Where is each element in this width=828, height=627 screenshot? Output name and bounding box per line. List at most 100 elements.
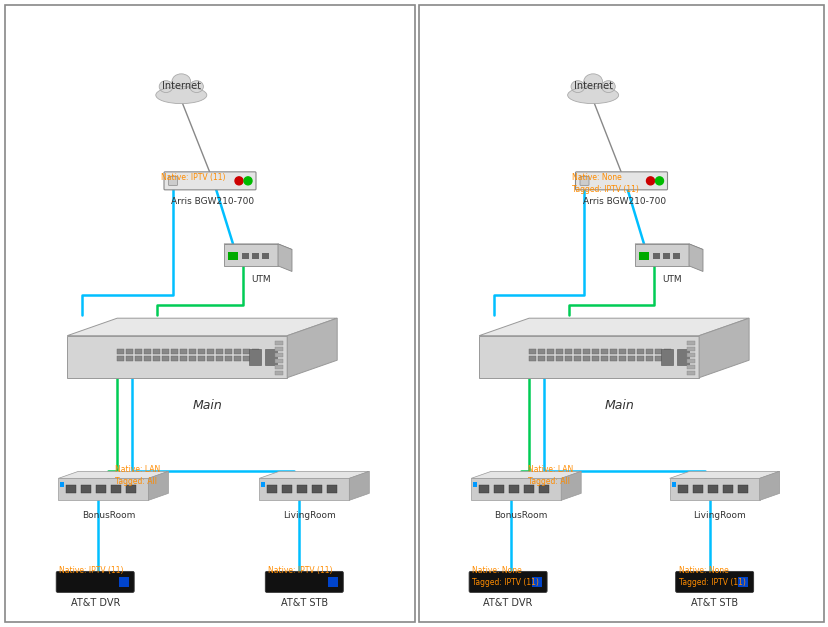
Polygon shape	[277, 244, 291, 271]
Bar	[582, 349, 590, 354]
Polygon shape	[259, 478, 349, 500]
Bar	[117, 356, 124, 361]
Bar	[126, 485, 137, 493]
Bar	[261, 482, 265, 487]
Ellipse shape	[570, 81, 584, 93]
Polygon shape	[58, 478, 148, 500]
Bar	[574, 349, 580, 354]
Text: Native: LAN
Tagged: All: Native: LAN Tagged: All	[115, 465, 161, 486]
Bar	[638, 252, 648, 260]
Polygon shape	[349, 472, 368, 500]
Bar	[135, 349, 142, 354]
Bar	[234, 356, 241, 361]
Bar	[275, 353, 283, 357]
FancyBboxPatch shape	[164, 172, 256, 190]
Polygon shape	[67, 335, 286, 377]
Bar	[252, 356, 259, 361]
Bar	[645, 356, 652, 361]
Bar	[600, 356, 608, 361]
Bar	[645, 349, 652, 354]
Bar	[96, 485, 106, 493]
Bar	[60, 482, 65, 487]
Bar	[418, 5, 823, 622]
Ellipse shape	[567, 87, 618, 103]
FancyBboxPatch shape	[56, 571, 134, 593]
Bar	[556, 349, 562, 354]
Bar	[686, 365, 694, 369]
Bar	[479, 485, 489, 493]
Text: AT&T STB: AT&T STB	[691, 598, 737, 608]
Bar	[243, 349, 250, 354]
Polygon shape	[669, 472, 778, 478]
Bar	[297, 485, 307, 493]
Bar	[663, 356, 671, 361]
Polygon shape	[479, 335, 698, 377]
Polygon shape	[634, 244, 702, 250]
Text: UTM: UTM	[251, 275, 271, 284]
Circle shape	[234, 177, 243, 185]
Text: UTM: UTM	[662, 275, 681, 284]
Bar	[111, 485, 121, 493]
Ellipse shape	[168, 85, 181, 95]
Bar	[737, 577, 747, 587]
Bar	[249, 349, 261, 365]
Polygon shape	[758, 472, 778, 500]
FancyBboxPatch shape	[469, 571, 546, 593]
Bar	[275, 359, 283, 362]
Text: LivingRoom: LivingRoom	[692, 512, 745, 520]
Bar	[126, 349, 133, 354]
Bar	[565, 349, 571, 354]
Polygon shape	[224, 244, 277, 266]
Bar	[737, 485, 747, 493]
Bar	[126, 356, 133, 361]
Polygon shape	[259, 472, 368, 478]
Text: Arris BGW210-700: Arris BGW210-700	[582, 197, 665, 206]
Bar	[81, 485, 91, 493]
Polygon shape	[286, 318, 337, 377]
FancyBboxPatch shape	[575, 172, 667, 190]
Text: Main: Main	[192, 399, 222, 412]
Bar	[637, 356, 643, 361]
Bar	[663, 349, 671, 354]
Ellipse shape	[171, 74, 190, 89]
Bar	[267, 485, 277, 493]
Bar	[312, 485, 322, 493]
Text: LivingRoom: LivingRoom	[282, 512, 335, 520]
Ellipse shape	[190, 81, 203, 93]
Bar	[654, 349, 662, 354]
Bar	[118, 577, 128, 587]
Text: Native: None
Tagged: IPTV (11): Native: None Tagged: IPTV (11)	[572, 173, 638, 194]
Bar	[225, 356, 232, 361]
Bar	[153, 356, 160, 361]
Bar	[262, 253, 268, 259]
Bar	[692, 485, 702, 493]
Bar	[662, 253, 669, 259]
Circle shape	[243, 177, 252, 185]
Bar	[707, 485, 717, 493]
Bar	[171, 356, 178, 361]
Bar	[275, 347, 283, 350]
Bar	[537, 349, 545, 354]
Bar	[686, 340, 694, 345]
Bar	[686, 371, 694, 375]
Bar	[523, 485, 533, 493]
Bar	[207, 356, 214, 361]
Bar	[144, 349, 151, 354]
Bar	[565, 356, 571, 361]
Bar	[556, 356, 562, 361]
Bar	[66, 485, 76, 493]
Bar	[180, 349, 187, 354]
Polygon shape	[148, 472, 168, 500]
Bar	[528, 356, 536, 361]
Bar	[600, 349, 608, 354]
Bar	[671, 482, 675, 487]
Text: BonusRoom: BonusRoom	[494, 512, 547, 520]
Bar	[531, 577, 541, 587]
Text: Native: None
Tagged: IPTV (11): Native: None Tagged: IPTV (11)	[471, 566, 538, 587]
Text: Main: Main	[604, 399, 633, 412]
Bar	[652, 253, 659, 259]
Ellipse shape	[580, 85, 591, 95]
Bar	[619, 349, 625, 354]
Bar	[225, 349, 232, 354]
Bar	[180, 356, 187, 361]
